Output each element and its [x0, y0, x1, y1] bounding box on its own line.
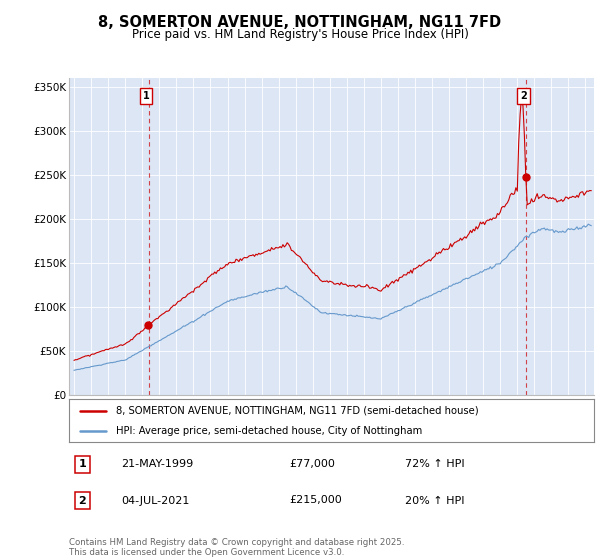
- Text: 8, SOMERTON AVENUE, NOTTINGHAM, NG11 7FD (semi-detached house): 8, SOMERTON AVENUE, NOTTINGHAM, NG11 7FD…: [116, 406, 479, 416]
- Text: £77,000: £77,000: [290, 459, 335, 469]
- Text: 20% ↑ HPI: 20% ↑ HPI: [405, 496, 464, 506]
- Text: 72% ↑ HPI: 72% ↑ HPI: [405, 459, 464, 469]
- Text: 2: 2: [78, 496, 86, 506]
- Text: Price paid vs. HM Land Registry's House Price Index (HPI): Price paid vs. HM Land Registry's House …: [131, 28, 469, 41]
- Text: 1: 1: [78, 459, 86, 469]
- Text: 21-MAY-1999: 21-MAY-1999: [121, 459, 194, 469]
- Text: 04-JUL-2021: 04-JUL-2021: [121, 496, 190, 506]
- Text: Contains HM Land Registry data © Crown copyright and database right 2025.
This d: Contains HM Land Registry data © Crown c…: [69, 538, 404, 557]
- Text: £215,000: £215,000: [290, 496, 342, 506]
- Text: 8, SOMERTON AVENUE, NOTTINGHAM, NG11 7FD: 8, SOMERTON AVENUE, NOTTINGHAM, NG11 7FD: [98, 15, 502, 30]
- Text: 1: 1: [143, 91, 149, 101]
- Text: HPI: Average price, semi-detached house, City of Nottingham: HPI: Average price, semi-detached house,…: [116, 426, 422, 436]
- Text: 2: 2: [520, 91, 527, 101]
